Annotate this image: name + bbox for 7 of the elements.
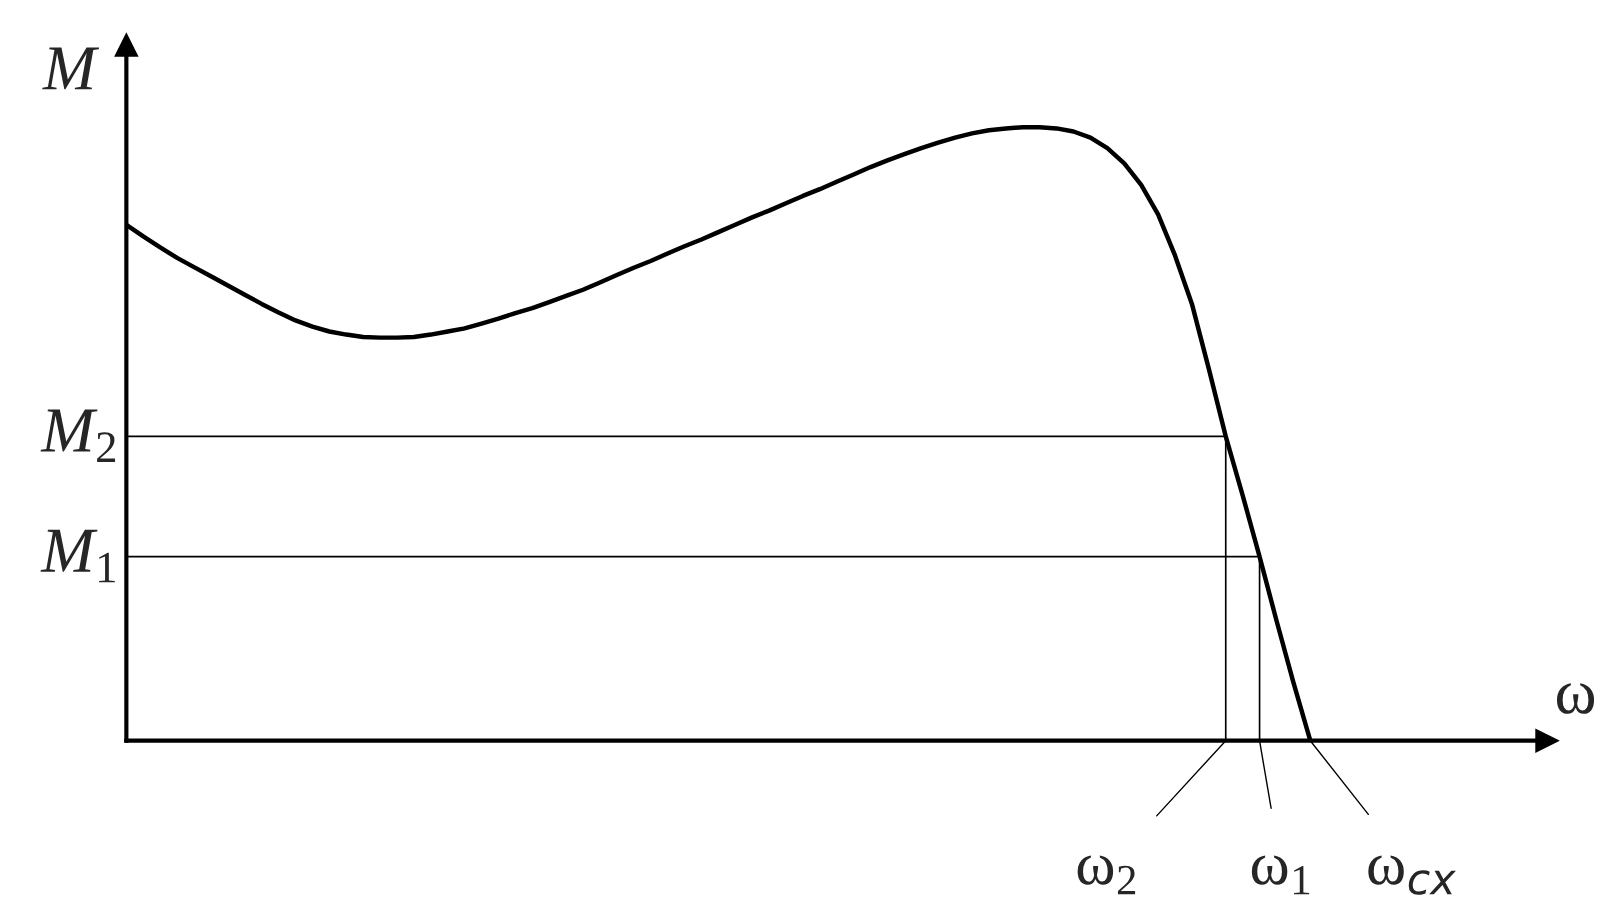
y-axis-title: M (42, 47, 100, 90)
text: ω$_{2}$ (1077, 855, 1136, 895)
x-axis-title: ω (1556, 683, 1595, 714)
text: ω$_{cx}$ (1368, 855, 1456, 895)
ref-line-label: M$_{2}$ (40, 409, 116, 462)
ref-line-label: M$_{1}$ (40, 529, 115, 583)
text: ω$_{1}$ (1251, 855, 1310, 895)
